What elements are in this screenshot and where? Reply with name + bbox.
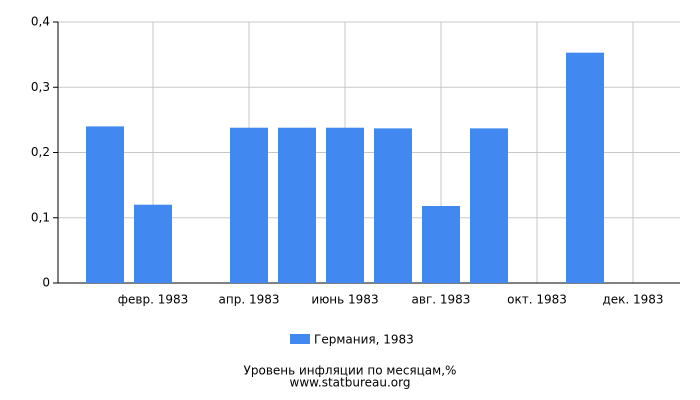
bar [134,204,172,283]
x-tick-label: апр. 1983 [219,293,280,307]
bar [566,52,604,284]
y-tick-label: 0,2 [31,145,50,159]
bar [374,128,412,283]
bar [326,127,364,283]
footer-title: Уровень инфляции по месяцам,% [244,364,457,378]
x-tick-label: дек. 1983 [602,293,663,307]
legend-label: Германия, 1983 [314,333,414,347]
bar [230,127,268,283]
y-tick-label: 0,4 [31,15,50,29]
bar [422,206,460,283]
bar [470,128,508,283]
legend-swatch [290,334,310,344]
x-tick-label: февр. 1983 [118,293,189,307]
x-tick-label: авг. 1983 [412,293,471,307]
x-tick-label: июнь 1983 [311,293,378,307]
bar [278,127,316,283]
y-tick-label: 0 [42,276,50,290]
footer-url: www.statbureau.org [290,376,411,390]
bar [86,126,124,284]
x-tick-label: окт. 1983 [507,293,567,307]
y-tick-label: 0,3 [31,80,50,94]
y-tick-label: 0,1 [31,210,50,224]
